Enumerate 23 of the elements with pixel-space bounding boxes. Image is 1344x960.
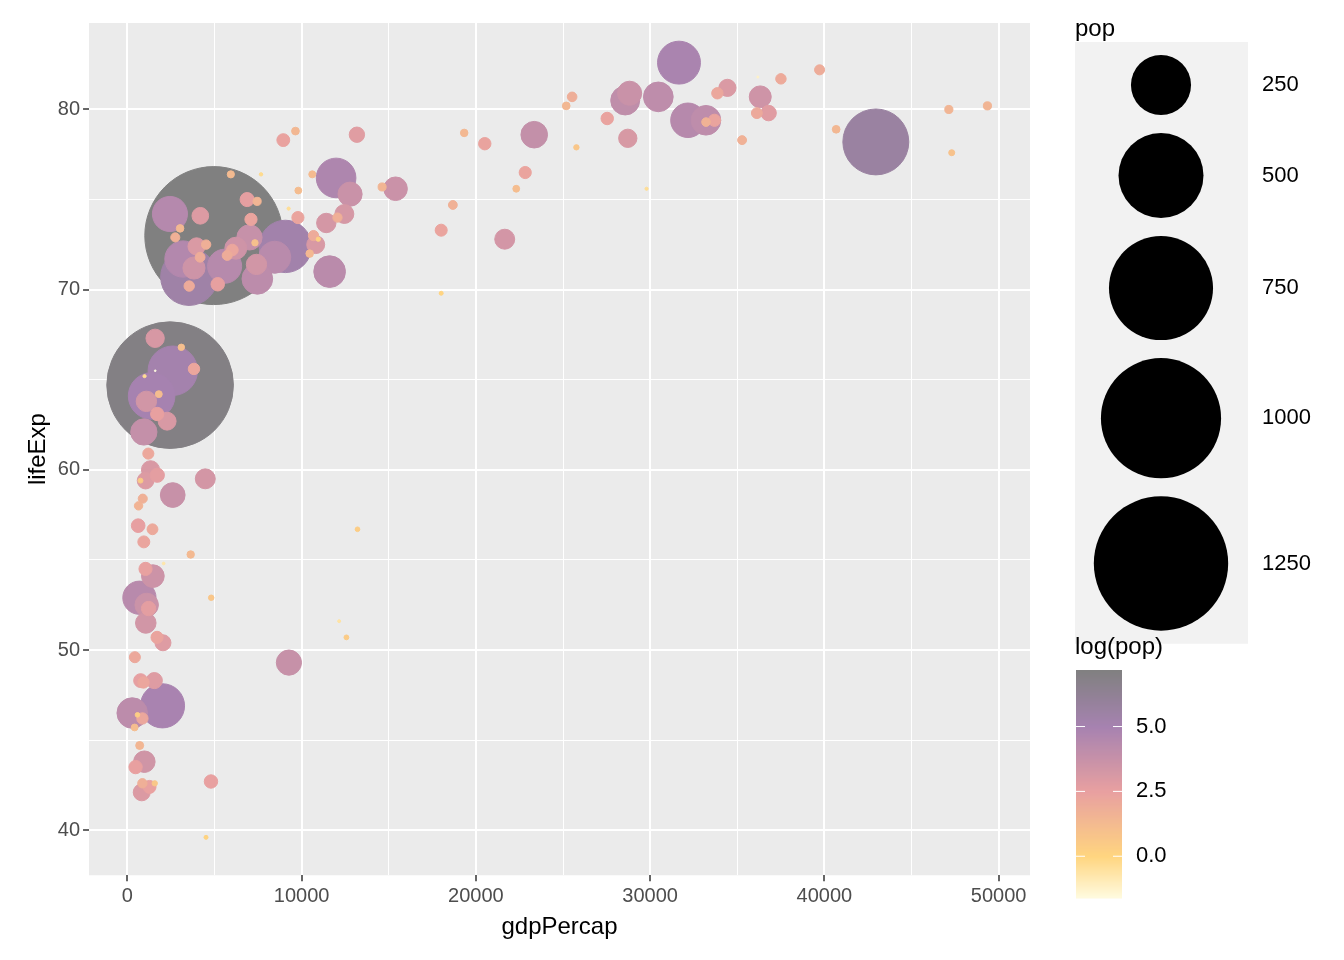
x-tick-label: 30000: [622, 883, 678, 906]
color-bar-label: 0.0: [1136, 842, 1167, 868]
color-bar-title: log(pop): [1075, 632, 1164, 659]
x-tick-label: 40000: [796, 883, 853, 906]
x-tick-label: 0: [121, 883, 133, 906]
color-bar-label: 5.0: [1136, 712, 1167, 738]
x-tick-label: 10000: [273, 883, 330, 906]
y-axis-title: lifeExp: [23, 413, 51, 486]
y-tick-label: 50: [57, 637, 81, 660]
x-axis-title: gdpPercap: [501, 912, 618, 940]
y-tick-label: 80: [57, 97, 81, 119]
legend-label: 500: [1262, 161, 1299, 187]
legend-label: 1250: [1262, 549, 1311, 575]
y-tick-label: 70: [57, 277, 81, 300]
legend-label: 750: [1262, 274, 1299, 300]
y-tick-label: 60: [57, 457, 81, 480]
x-tick-label: 20000: [448, 883, 504, 906]
legend-label: 250: [1262, 71, 1299, 97]
legend-label: 1000: [1262, 404, 1311, 430]
color-bar-label: 2.5: [1136, 777, 1167, 803]
y-tick-label: 40: [57, 817, 81, 840]
legend-title: pop: [1075, 14, 1116, 41]
x-tick-label: 50000: [970, 883, 1027, 906]
